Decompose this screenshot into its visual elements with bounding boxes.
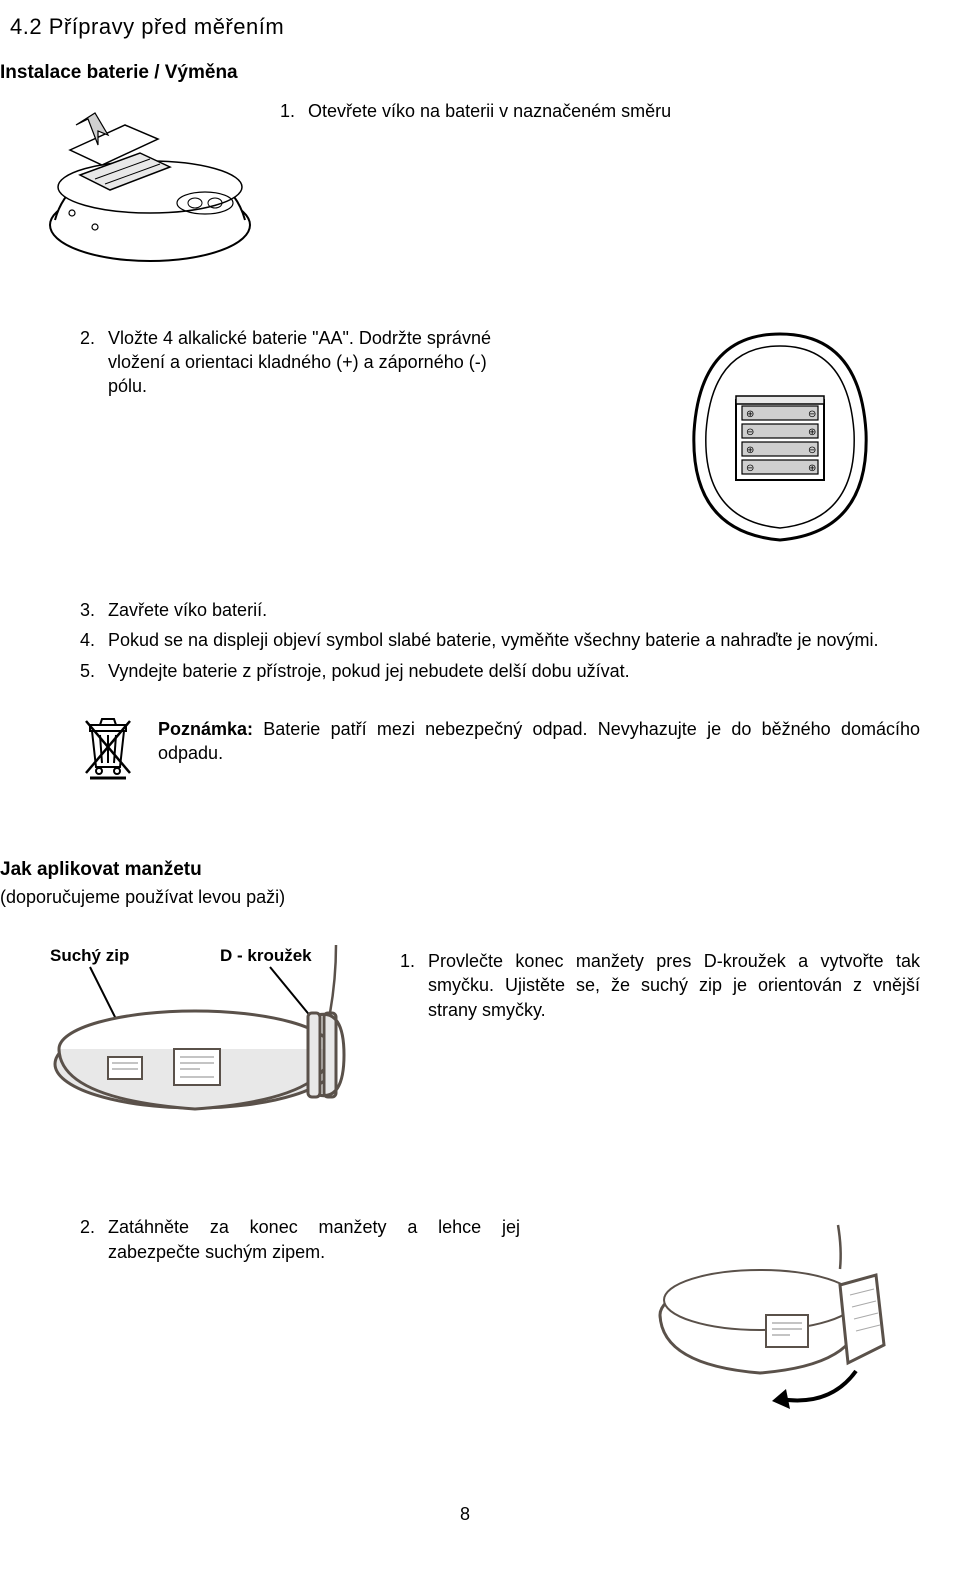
svg-text:⊖: ⊖ <box>808 409 816 420</box>
svg-text:⊕: ⊕ <box>746 409 754 420</box>
weee-bin-icon <box>80 711 136 787</box>
svg-text:⊖: ⊖ <box>746 463 754 474</box>
cuff-section: Jak aplikovat manžetu (doporučujeme použ… <box>0 857 930 1422</box>
page-number: 8 <box>0 1502 930 1526</box>
battery-compartment-illustration: ⊕ ⊖ ⊖ ⊕ ⊕ ⊖ ⊖ ⊕ <box>670 322 890 558</box>
svg-text:⊖: ⊖ <box>746 427 754 438</box>
cuff1-number: 1. <box>400 949 428 1022</box>
section-heading: 4.2 Přípravy před měřením <box>10 12 930 42</box>
step1-row: 1. Otevřete víko na baterii v naznačeném… <box>10 95 930 281</box>
sub-heading: Instalace baterie / Výměna <box>0 60 930 86</box>
step2-text: Vložte 4 alkalické baterie "AA". Dodržte… <box>108 326 520 399</box>
cuff-label-right: D - kroužek <box>220 946 312 965</box>
cuff-step2-row: 2. Zatáhněte za konec manžety a lehce je… <box>80 1215 920 1421</box>
svg-text:⊕: ⊕ <box>746 445 754 456</box>
step4-number: 4. <box>80 628 108 652</box>
cuff-label-left: Suchý zip <box>50 946 129 965</box>
cuff-dring-illustration: Suchý zip D - kroužek <box>30 939 370 1145</box>
steps-3-5-block: 3. Zavřete víko baterií. 4. Pokud se na … <box>80 598 920 683</box>
step2-number: 2. <box>80 326 108 399</box>
cuff2-number: 2. <box>80 1215 108 1264</box>
step3-number: 3. <box>80 598 108 622</box>
device-open-lid-illustration <box>10 95 260 281</box>
step1-text: Otevřete víko na baterii v naznačeném sm… <box>308 99 671 123</box>
cuff-fasten-illustration <box>640 1215 900 1421</box>
step4-text: Pokud se na displeji objeví symbol slabé… <box>108 628 920 652</box>
step5-number: 5. <box>80 659 108 683</box>
note-text: Baterie patří mezi nebezpečný odpad. Nev… <box>158 719 920 763</box>
cuff2-text: Zatáhněte za konec manžety a lehce jej z… <box>108 1215 520 1264</box>
step5-text: Vyndejte baterie z přístroje, pokud jej … <box>108 659 920 683</box>
svg-text:⊖: ⊖ <box>808 445 816 456</box>
cuff-sub: (doporučujeme používat levou paži) <box>0 885 930 909</box>
note-label: Poznámka: <box>158 719 253 739</box>
cuff-heading: Jak aplikovat manžetu <box>0 857 930 883</box>
step3-text: Zavřete víko baterií. <box>108 598 920 622</box>
cuff1-text: Provlečte konec manžety pres D-kroužek a… <box>428 949 920 1022</box>
cuff-step1-row: Suchý zip D - kroužek <box>30 939 920 1145</box>
note-block: Poznámka: Baterie patří mezi nebezpečný … <box>80 711 920 787</box>
step2-row: 2. Vložte 4 alkalické baterie "AA". Dodr… <box>10 322 930 558</box>
svg-text:⊕: ⊕ <box>808 427 816 438</box>
svg-text:⊕: ⊕ <box>808 463 816 474</box>
step1-number: 1. <box>280 99 308 123</box>
